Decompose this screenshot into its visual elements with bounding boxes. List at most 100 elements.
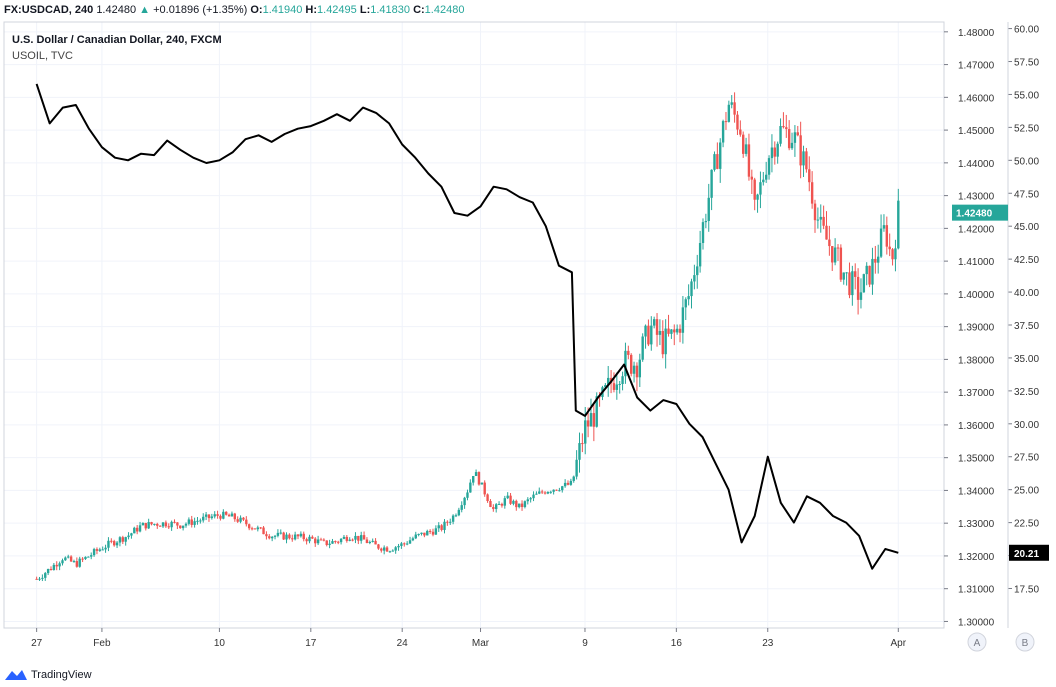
candle-body[interactable] xyxy=(589,413,593,427)
candle-body[interactable] xyxy=(268,536,271,539)
candle-body[interactable] xyxy=(222,511,225,519)
candle-body[interactable] xyxy=(770,147,774,159)
candle-body[interactable] xyxy=(388,551,392,553)
candle-body[interactable] xyxy=(426,530,429,536)
candle-body[interactable] xyxy=(489,501,492,507)
candle-body[interactable] xyxy=(431,531,435,535)
candle-body[interactable] xyxy=(494,504,498,510)
candle-body[interactable] xyxy=(270,536,274,539)
candle-body[interactable] xyxy=(879,228,883,257)
candle-body[interactable] xyxy=(730,102,733,105)
candle-body[interactable] xyxy=(492,506,495,510)
candle-body[interactable] xyxy=(512,500,515,504)
candle-body[interactable] xyxy=(55,564,58,567)
candle-body[interactable] xyxy=(446,521,449,523)
candle-body[interactable] xyxy=(693,275,696,282)
candle-body[interactable] xyxy=(403,543,406,545)
candle-body[interactable] xyxy=(104,547,107,550)
candle-body[interactable] xyxy=(46,568,50,574)
candle-body[interactable] xyxy=(721,121,725,143)
candle-body[interactable] xyxy=(563,482,567,487)
candle-body[interactable] xyxy=(535,493,538,495)
candle-body[interactable] xyxy=(526,499,529,502)
candle-body[interactable] xyxy=(311,536,314,539)
candle-body[interactable] xyxy=(894,248,897,260)
candle-body[interactable] xyxy=(650,325,653,345)
candle-body[interactable] xyxy=(368,541,372,544)
candle-body[interactable] xyxy=(360,535,363,541)
candle-body[interactable] xyxy=(831,246,834,263)
candle-body[interactable] xyxy=(543,492,547,494)
candle-body[interactable] xyxy=(782,126,785,128)
candle-body[interactable] xyxy=(78,558,81,567)
candle-body[interactable] xyxy=(647,325,650,345)
candle-body[interactable] xyxy=(828,239,831,247)
candle-body[interactable] xyxy=(440,525,443,530)
candle-body[interactable] xyxy=(635,365,639,378)
candle-body[interactable] xyxy=(713,154,716,170)
candle-body[interactable] xyxy=(41,577,44,579)
candle-body[interactable] xyxy=(842,272,845,280)
candle-body[interactable] xyxy=(716,154,719,169)
candle-body[interactable] xyxy=(586,420,590,427)
candle-body[interactable] xyxy=(641,336,644,360)
candle-body[interactable] xyxy=(38,578,41,580)
candle-body[interactable] xyxy=(813,203,817,221)
candle-body[interactable] xyxy=(58,563,61,567)
candle-body[interactable] xyxy=(67,556,70,558)
candle-body[interactable] xyxy=(756,194,759,200)
candle-body[interactable] xyxy=(204,514,208,517)
candle-body[interactable] xyxy=(288,534,291,539)
candle-body[interactable] xyxy=(684,299,687,308)
candle-body[interactable] xyxy=(696,266,699,276)
candle-body[interactable] xyxy=(253,528,257,530)
candle-body[interactable] xyxy=(147,522,150,529)
candle-body[interactable] xyxy=(339,538,343,543)
usoil-line-path[interactable] xyxy=(35,83,899,570)
candle-body[interactable] xyxy=(739,129,742,135)
candle-body[interactable] xyxy=(520,503,524,508)
candle-body[interactable] xyxy=(859,292,863,300)
candle-body[interactable] xyxy=(443,521,446,530)
candle-body[interactable] xyxy=(540,491,544,493)
candle-body[interactable] xyxy=(118,537,122,543)
candle-body[interactable] xyxy=(135,527,139,532)
candle-body[interactable] xyxy=(190,519,193,525)
candle-body[interactable] xyxy=(434,528,438,535)
candle-body[interactable] xyxy=(762,179,765,183)
candle-body[interactable] xyxy=(247,524,251,529)
candle-body[interactable] xyxy=(265,534,268,537)
candle-body[interactable] xyxy=(202,516,205,521)
candle-body[interactable] xyxy=(810,182,814,204)
candle-body[interactable] xyxy=(839,247,843,280)
candle-body[interactable] xyxy=(150,522,153,525)
candle-body[interactable] xyxy=(130,533,133,536)
candle-body[interactable] xyxy=(661,330,664,355)
candle-body[interactable] xyxy=(173,521,176,523)
candle-body[interactable] xyxy=(259,527,262,529)
candle-body[interactable] xyxy=(164,522,168,527)
candle-body[interactable] xyxy=(219,515,222,519)
candle-body[interactable] xyxy=(882,225,886,229)
usoil-line[interactable] xyxy=(35,83,899,570)
candle-body[interactable] xyxy=(61,560,64,564)
candle-body[interactable] xyxy=(733,102,736,115)
candle-body[interactable] xyxy=(629,354,633,374)
candle-body[interactable] xyxy=(322,539,326,541)
candle-body[interactable] xyxy=(658,330,662,335)
candle-body[interactable] xyxy=(457,509,461,516)
candle-body[interactable] xyxy=(454,515,458,517)
candle-body[interactable] xyxy=(216,514,219,516)
candle-body[interactable] xyxy=(773,147,776,157)
candle-body[interactable] xyxy=(877,256,880,263)
candle-body[interactable] xyxy=(627,350,630,355)
candle-body[interactable] xyxy=(612,383,616,390)
candle-body[interactable] xyxy=(655,319,659,335)
candle-body[interactable] xyxy=(374,540,377,545)
candle-body[interactable] xyxy=(785,127,788,130)
candle-body[interactable] xyxy=(779,126,782,144)
candle-body[interactable] xyxy=(724,121,728,123)
candle-body[interactable] xyxy=(451,515,455,522)
candle-body[interactable] xyxy=(199,520,202,522)
candle-body[interactable] xyxy=(138,525,142,532)
